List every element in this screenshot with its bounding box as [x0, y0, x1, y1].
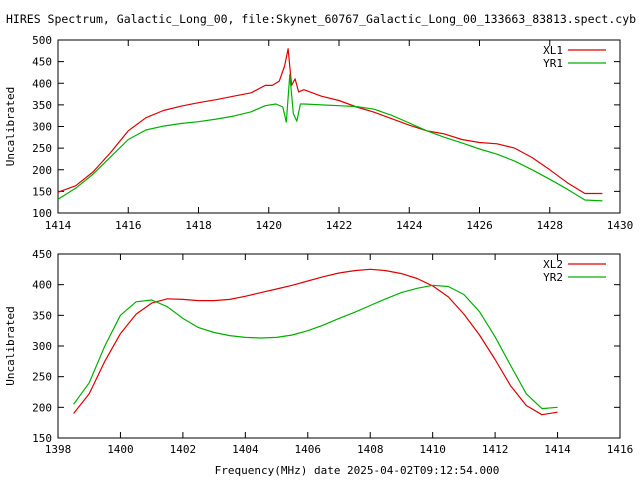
x-tick-label: 1416	[115, 219, 142, 232]
y-tick-label: 300	[32, 121, 52, 134]
y-tick-label: 150	[32, 185, 52, 198]
legend-label-xl1: XL1	[543, 44, 563, 57]
x-tick-label: 1420	[256, 219, 283, 232]
x-tick-label: 1398	[45, 443, 72, 456]
y-tick-label: 350	[32, 99, 52, 112]
legend-label-yr1: YR1	[543, 57, 563, 70]
y-tick-label: 500	[32, 34, 52, 47]
x-axis-label: Frequency(MHz) date 2025-04-02T09:12:54.…	[215, 464, 500, 477]
y-axis-label: Uncalibrated	[4, 306, 17, 385]
y-tick-label: 250	[32, 371, 52, 384]
y-tick-label: 200	[32, 401, 52, 414]
x-tick-label: 1406	[295, 443, 322, 456]
x-tick-label: 1424	[396, 219, 423, 232]
y-tick-label: 300	[32, 340, 52, 353]
y-tick-label: 200	[32, 164, 52, 177]
x-tick-label: 1428	[537, 219, 564, 232]
series-line-xl1	[57, 48, 603, 195]
x-tick-label: 1404	[232, 443, 259, 456]
y-tick-label: 250	[32, 142, 52, 155]
x-tick-label: 1426	[466, 219, 493, 232]
x-tick-label: 1414	[45, 219, 72, 232]
series-line-xl2	[73, 268, 558, 416]
y-tick-label: 150	[32, 432, 52, 445]
x-tick-label: 1408	[357, 443, 384, 456]
legend-label-xl2: XL2	[543, 258, 563, 271]
chart-panel-2: 1398 1400 1402 1404 1406 1408 1410 1412 1414 1416…	[4, 248, 633, 477]
x-tick-label: 1410	[419, 443, 446, 456]
plot-frame	[57, 39, 621, 214]
x-tick-label: 1416	[607, 443, 634, 456]
x-tick-label: 1412	[482, 443, 509, 456]
y-tick-label: 450	[32, 56, 52, 69]
y-tick-label: 400	[32, 279, 52, 292]
series-line-yr1	[57, 73, 603, 202]
y-axis-label: Uncalibrated	[4, 87, 17, 166]
chart-title: HIRES Spectrum, Galactic_Long_00, file:S…	[6, 12, 637, 26]
y-tick-label: 400	[32, 77, 52, 90]
y-tick-label: 100	[32, 207, 52, 220]
legend-label-yr2: YR2	[543, 271, 563, 284]
x-tick-label: 1402	[170, 443, 197, 456]
series-line-yr2	[73, 284, 558, 410]
x-tick-label: 1422	[326, 219, 353, 232]
x-tick-label: 1430	[607, 219, 634, 232]
x-tick-label: 1414	[544, 443, 571, 456]
y-tick-label: 450	[32, 248, 52, 261]
chart-panel-1: 1414 1416 1418 1420 1422 1424 1426 1428 1430 100 1…	[4, 34, 633, 232]
y-tick-label: 350	[32, 309, 52, 322]
x-tick-label: 1418	[185, 219, 212, 232]
x-tick-label: 1400	[107, 443, 134, 456]
